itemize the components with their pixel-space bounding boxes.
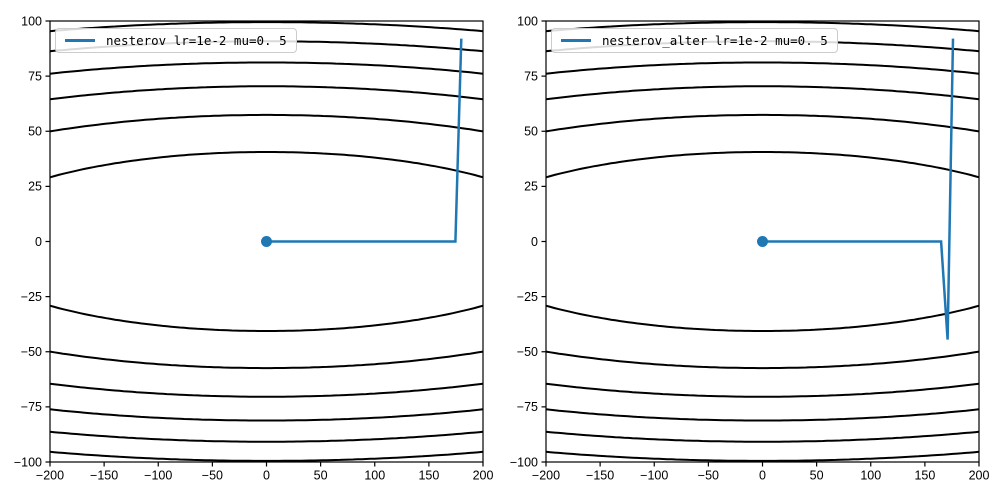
contour-line (49, 450, 484, 462)
contour-line (545, 113, 980, 133)
x-tick-label: −50 (202, 469, 223, 483)
y-tick-label: −25 (21, 290, 42, 304)
y-tick-label: 50 (524, 125, 538, 139)
x-tick-label: −200 (36, 469, 64, 483)
trajectory-line (762, 38, 955, 340)
legend-line-sample (561, 39, 591, 42)
contour-line (545, 61, 980, 75)
y-tick-label: 75 (28, 69, 42, 83)
y-tick-label: 0 (35, 235, 42, 249)
x-tick-label: 0 (263, 469, 270, 483)
chart-nesterov-alter: −200 −150 −100 −50 0 50 100 150 200 −100 −75 −50 −25… (500, 0, 1000, 500)
x-tick-label: 50 (314, 469, 328, 483)
x-tick-label: −50 (698, 469, 719, 483)
contour-line (545, 450, 980, 462)
legend-nesterov-alter: nesterov_alter lr=1e-2 mu=0. 5 (551, 28, 838, 53)
legend-label: nesterov_alter lr=1e-2 mu=0. 5 (602, 33, 828, 48)
x-tick-label: 100 (860, 469, 881, 483)
x-tick-label: 50 (810, 469, 824, 483)
plot-area-nesterov-alter: −200 −150 −100 −50 0 50 100 150 200 −100 −75 −50 −25… (510, 14, 990, 483)
x-tick-label: 100 (364, 469, 385, 483)
contour-line (49, 85, 484, 101)
contour-line (49, 382, 484, 398)
origin-marker (261, 236, 272, 247)
legend-line-sample (65, 39, 95, 42)
contour-line (49, 304, 484, 332)
legend-label: nesterov lr=1e-2 mu=0. 5 (106, 33, 287, 48)
contour-line (545, 151, 980, 179)
chart-nesterov: −200 −150 −100 −50 0 50 100 150 200 −100 −75 −50 −25… (14, 14, 494, 483)
x-tick-label: −100 (144, 469, 172, 483)
y-tick-label: 0 (531, 235, 538, 249)
y-tick-label: 50 (28, 125, 42, 139)
contour-line (545, 304, 980, 332)
x-tick-label: −100 (640, 469, 668, 483)
contour-line (49, 408, 484, 422)
contour-line (49, 113, 484, 133)
contour-line (49, 61, 484, 75)
y-tick-label: −75 (21, 400, 42, 414)
y-tick-label: −75 (517, 400, 538, 414)
legend-nesterov: nesterov lr=1e-2 mu=0. 5 (55, 28, 297, 53)
contour-line (49, 151, 484, 179)
y-tick-label: 25 (28, 180, 42, 194)
contour-line (545, 85, 980, 101)
contour-line (545, 382, 980, 398)
x-tick-label: 200 (969, 469, 990, 483)
x-tick-label: −150 (90, 469, 118, 483)
y-tick-label: −50 (21, 345, 42, 359)
y-tick-label: −100 (14, 455, 42, 469)
x-tick-label: 0 (759, 469, 766, 483)
x-tick-label: −150 (586, 469, 614, 483)
y-tick-label: −100 (510, 455, 538, 469)
x-tick-label: 200 (473, 469, 494, 483)
x-tick-label: −200 (532, 469, 560, 483)
x-tick-label: 150 (418, 469, 439, 483)
contour-line (545, 350, 980, 370)
x-tick-label: 150 (914, 469, 935, 483)
y-tick-label: 75 (524, 69, 538, 83)
y-tick-label: 25 (524, 180, 538, 194)
contour-line (49, 350, 484, 370)
contour-line (49, 430, 484, 443)
origin-marker (757, 236, 768, 247)
contour-line (49, 21, 484, 33)
y-tick-label: −50 (517, 345, 538, 359)
y-tick-label: 100 (517, 14, 538, 28)
contour-line (545, 21, 980, 33)
contour-line (545, 408, 980, 422)
y-tick-label: −25 (517, 290, 538, 304)
trajectory-line (266, 38, 463, 243)
y-tick-label: 100 (21, 14, 42, 28)
plot-area-nesterov: −200 −150 −100 −50 0 50 100 150 200 −100 −75 −50 −25… (14, 14, 494, 483)
contour-line (545, 430, 980, 443)
